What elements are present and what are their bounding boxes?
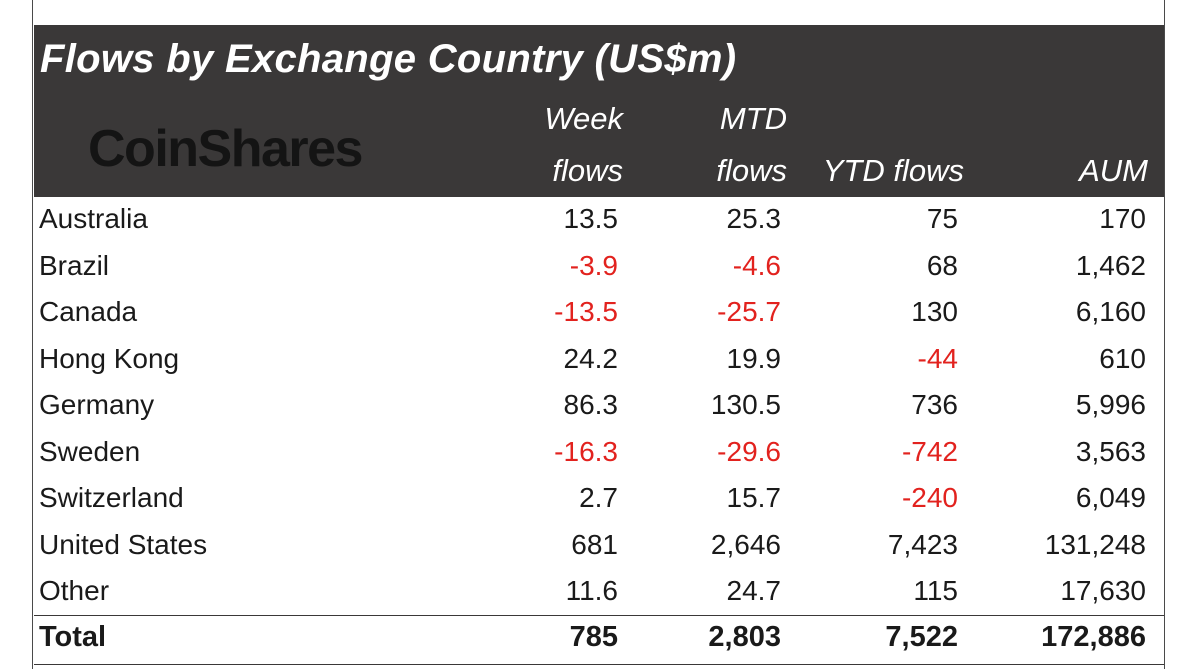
- row-country-name: Hong Kong: [39, 342, 180, 374]
- table-row: Canada -13.5 -25.7 130 6,160: [34, 291, 1164, 338]
- row-ytd-flows: 115: [913, 575, 958, 606]
- col-header-ytd: YTD flows: [822, 153, 964, 188]
- row-mtd-flows: 19.9: [726, 342, 782, 374]
- row-country-name: Brazil: [39, 249, 110, 281]
- table-row: United States 681 2,646 7,423 131,248: [34, 524, 1164, 571]
- row-aum: 1,462: [1075, 249, 1146, 281]
- row-aum: 6,160: [1075, 296, 1146, 327]
- total-mtd-flows: 2,803: [708, 621, 781, 653]
- row-week-flows: 24.2: [563, 342, 619, 374]
- row-ytd-flows: 736: [911, 389, 958, 420]
- row-aum: 170: [1099, 203, 1146, 234]
- row-country-name: United States: [39, 528, 208, 560]
- row-aum: 610: [1099, 342, 1146, 374]
- row-ytd-flows: 75: [926, 203, 958, 234]
- row-mtd-flows: -29.6: [717, 435, 781, 467]
- row-aum: 131,248: [1044, 528, 1146, 560]
- row-mtd-flows: 15.7: [726, 482, 782, 513]
- col-header-mtd-line1: MTD: [719, 101, 787, 136]
- row-ytd-flows: 68: [926, 249, 958, 281]
- total-ytd-flows: 7,522: [885, 621, 958, 653]
- row-week-flows: 11.6: [565, 575, 618, 606]
- row-aum: 6,049: [1075, 482, 1146, 513]
- table-header: Flows by Exchange Country (US$m) CoinSha…: [34, 25, 1164, 197]
- row-week-flows: -16.3: [554, 435, 618, 467]
- row-week-flows: -13.5: [554, 296, 618, 327]
- row-country-name: Other: [39, 575, 110, 606]
- row-aum: 17,630: [1060, 575, 1146, 606]
- row-week-flows: -3.9: [569, 249, 618, 281]
- total-label: Total: [39, 621, 107, 653]
- table-row: Hong Kong 24.2 19.9 -44 610: [34, 338, 1164, 385]
- row-week-flows: 86.3: [563, 389, 619, 420]
- total-aum: 172,886: [1041, 621, 1146, 653]
- table-row: Germany 86.3 130.5 736 5,996: [34, 384, 1164, 431]
- row-aum: 3,563: [1075, 435, 1146, 467]
- col-header-week-line1: Week: [544, 101, 623, 136]
- bottom-border: [34, 664, 1164, 665]
- total-row: Total 785 2,803 7,522 172,886: [34, 617, 1164, 663]
- row-mtd-flows: -4.6: [732, 249, 781, 281]
- row-mtd-flows: 25.3: [726, 203, 782, 234]
- col-header-mtd-line2: flows: [716, 153, 787, 188]
- table-row: Brazil -3.9 -4.6 68 1,462: [34, 245, 1164, 292]
- table-row: Other 11.6 24.7 115 17,630: [34, 570, 1164, 617]
- col-header-aum: AUM: [1079, 153, 1148, 188]
- col-header-week-line2: flows: [552, 153, 623, 188]
- row-country-name: Sweden: [39, 435, 141, 467]
- row-aum: 5,996: [1075, 389, 1146, 420]
- row-country-name: Switzerland: [39, 482, 184, 513]
- total-divider: [34, 615, 1164, 616]
- table-title: Flows by Exchange Country (US$m): [40, 37, 737, 81]
- row-country-name: Germany: [39, 389, 155, 420]
- table-row: Switzerland 2.7 15.7 -240 6,049: [34, 477, 1164, 524]
- row-mtd-flows: 130.5: [710, 389, 781, 420]
- row-week-flows: 2.7: [579, 482, 618, 513]
- row-country-name: Australia: [39, 203, 148, 234]
- table-body: Australia 13.5 25.3 75 170 Brazil -3.9 -4.6 68 1,…: [34, 198, 1164, 617]
- row-ytd-flows: -742: [901, 435, 958, 467]
- row-week-flows: 681: [571, 528, 618, 560]
- coinshares-logo: CoinShares: [88, 120, 363, 178]
- row-ytd-flows: 7,423: [887, 528, 958, 560]
- row-mtd-flows: 2,646: [710, 528, 781, 560]
- table-row: Australia 13.5 25.3 75 170: [34, 198, 1164, 245]
- row-ytd-flows: -44: [917, 342, 958, 374]
- row-mtd-flows: -25.7: [717, 296, 781, 327]
- row-ytd-flows: 130: [911, 296, 958, 327]
- table-row: Sweden -16.3 -29.6 -742 3,563: [34, 431, 1164, 478]
- row-country-name: Canada: [39, 296, 138, 327]
- row-week-flows: 13.5: [563, 203, 619, 234]
- row-ytd-flows: -240: [901, 482, 958, 513]
- row-mtd-flows: 24.7: [726, 575, 782, 606]
- total-week-flows: 785: [569, 621, 618, 653]
- table-frame: [32, 0, 1165, 669]
